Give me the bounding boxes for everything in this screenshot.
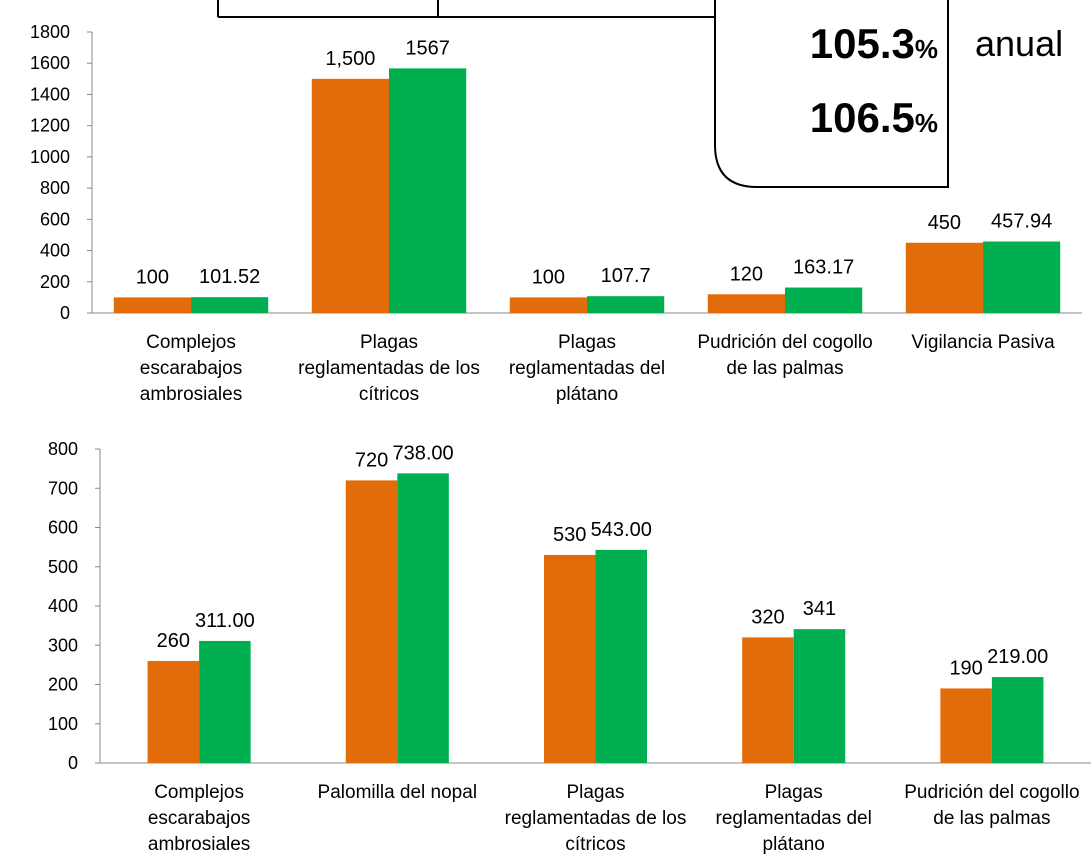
bar — [742, 637, 794, 763]
y-tick-label: 700 — [48, 478, 78, 498]
y-tick-label: 100 — [48, 714, 78, 734]
y-tick-label: 1200 — [30, 116, 70, 136]
x-tick-label: Palomilla del nopal — [317, 782, 478, 803]
value-label: 457.94 — [991, 211, 1052, 233]
value-label: 320 — [751, 606, 784, 628]
value-label: 311.00 — [195, 610, 255, 632]
y-tick-label: 300 — [48, 635, 78, 655]
y-tick-label: 0 — [68, 753, 78, 773]
x-tick-label: Pudrición del cogollo de las palmas — [697, 332, 873, 379]
value-label: 720 — [355, 449, 388, 471]
bar — [707, 294, 785, 313]
y-tick-label: 1800 — [30, 22, 70, 42]
x-tick-label: Plagas reglamentadas de los cítricos — [298, 332, 480, 405]
bar — [147, 660, 200, 763]
bar — [983, 241, 1061, 313]
y-tick-label: 500 — [48, 557, 78, 577]
y-tick-label: 400 — [48, 596, 78, 616]
bar — [587, 296, 665, 313]
y-tick-label: 800 — [48, 439, 78, 459]
rate-unit: % — [915, 108, 938, 138]
value-label: 107.7 — [601, 265, 651, 287]
bar — [345, 480, 398, 763]
bar — [199, 640, 251, 763]
value-label: 100 — [532, 266, 565, 288]
value-label: 450 — [928, 212, 961, 234]
x-tick-label: Pudrición del cogollo de las palmas — [904, 782, 1080, 829]
bar — [509, 297, 587, 313]
x-tick-label: Complejos escarabajos ambrosiales — [139, 332, 243, 405]
value-label: 1,500 — [325, 48, 375, 70]
header-box — [217, 0, 949, 188]
rate-number: 106.5 — [810, 94, 915, 141]
bar — [389, 68, 467, 313]
y-tick-label: 400 — [40, 241, 70, 261]
bar — [191, 297, 269, 313]
y-tick-label: 200 — [40, 272, 70, 292]
value-label: 738.00 — [392, 442, 453, 464]
x-tick-label: Plagas reglamentadas de los cítricos — [504, 782, 687, 855]
bar — [793, 629, 846, 763]
bar — [991, 677, 1044, 763]
x-tick-label: Plagas reglamentadas del plátano — [508, 332, 666, 405]
bar — [785, 287, 863, 313]
value-label: 260 — [157, 630, 190, 652]
rate-number: 105.3 — [810, 20, 915, 67]
value-label: 190 — [949, 657, 982, 679]
rate-text: 106.5% — [810, 94, 938, 141]
bar — [940, 688, 992, 763]
value-label: 530 — [553, 524, 586, 546]
value-label: 163.17 — [793, 257, 854, 279]
rate-text: 105.3% — [810, 20, 938, 67]
x-tick-label: Complejos escarabajos ambrosiales — [147, 782, 251, 855]
bar — [311, 78, 389, 313]
y-tick-label: 600 — [40, 209, 70, 229]
y-tick-label: 1400 — [30, 84, 70, 104]
y-tick-label: 200 — [48, 675, 78, 695]
bar — [397, 473, 449, 763]
value-label: 543.00 — [591, 519, 652, 541]
side-text: anual — [975, 23, 1063, 64]
bar — [905, 242, 983, 313]
value-label: 120 — [730, 263, 763, 285]
y-tick-label: 1600 — [30, 53, 70, 73]
value-label: 100 — [136, 266, 169, 288]
bar — [595, 549, 648, 763]
value-label: 1567 — [405, 37, 450, 59]
bar — [113, 297, 191, 313]
x-tick-label: Vigilancia Pasiva — [911, 332, 1055, 353]
x-tick-label: Plagas reglamentadas del plátano — [715, 782, 872, 855]
value-label: 101.52 — [199, 266, 260, 288]
y-tick-label: 600 — [48, 518, 78, 538]
y-tick-label: 1000 — [30, 147, 70, 167]
y-tick-label: 0 — [60, 303, 70, 323]
y-tick-label: 800 — [40, 178, 70, 198]
bar — [543, 554, 596, 763]
value-label: 219.00 — [987, 646, 1048, 668]
rate-unit: % — [915, 34, 938, 64]
value-label: 341 — [803, 598, 836, 620]
